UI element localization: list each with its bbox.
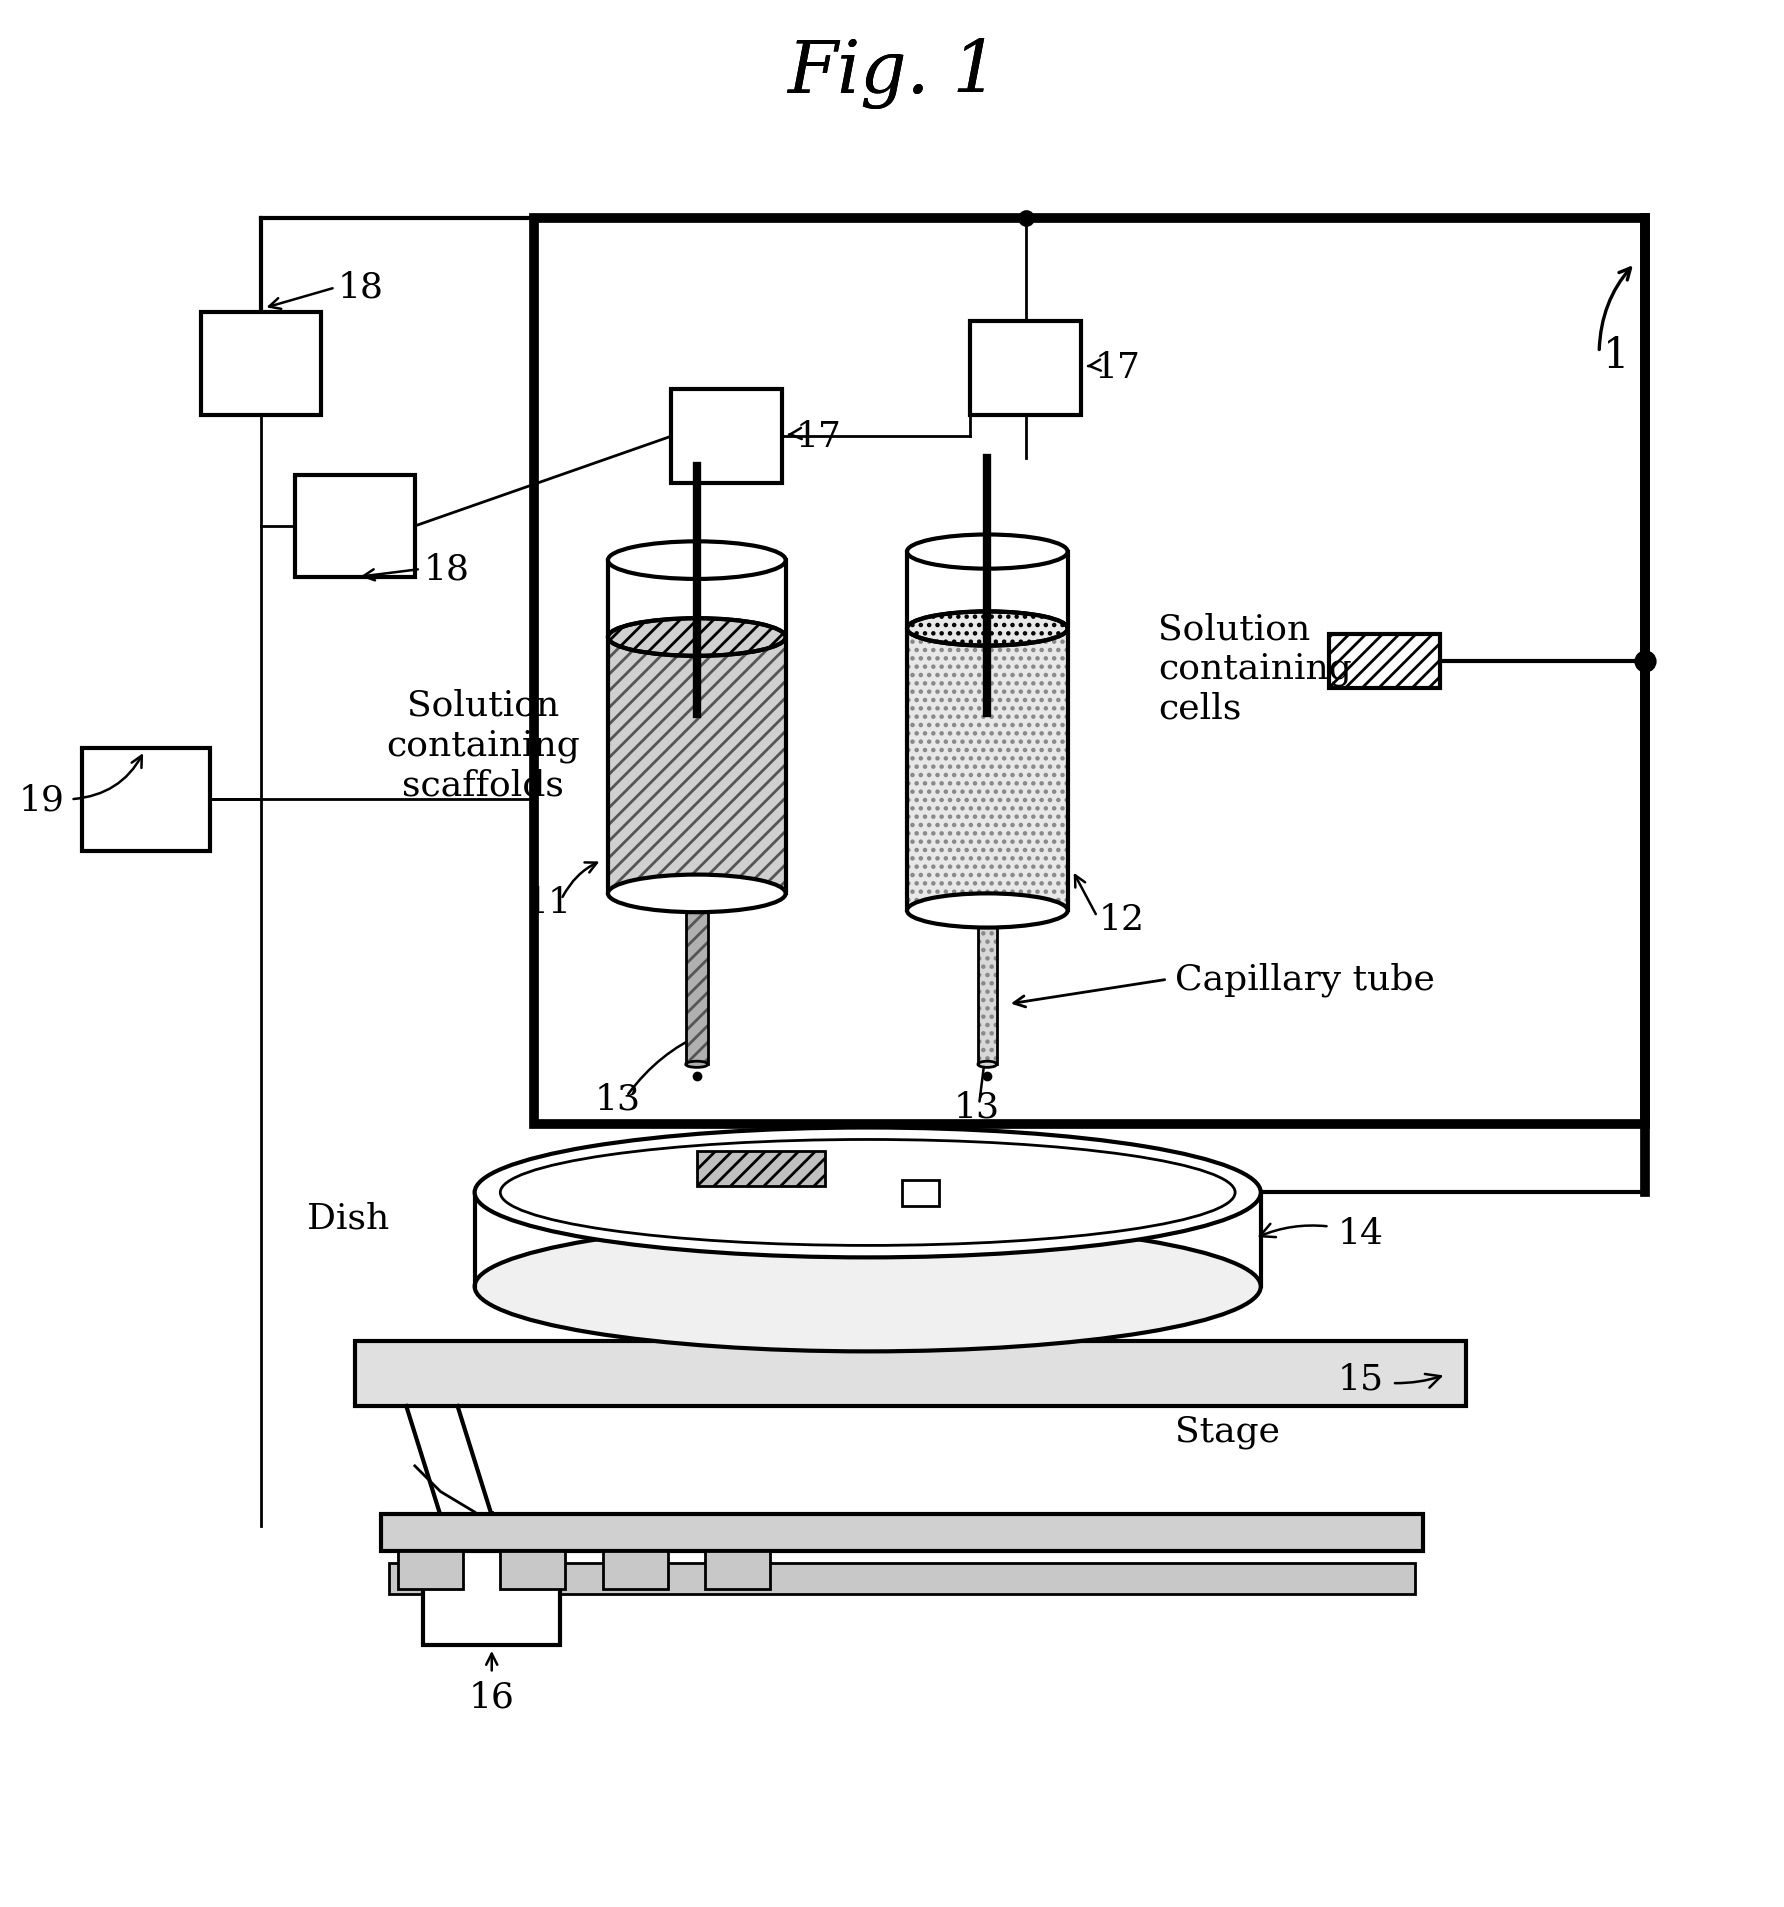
Text: 11: 11: [526, 885, 571, 919]
Text: 13: 13: [953, 1091, 999, 1125]
Ellipse shape: [685, 1062, 708, 1068]
Text: 14: 14: [1260, 1217, 1383, 1251]
Bar: [685, 894, 708, 1064]
Bar: [294, 475, 414, 578]
Bar: [380, 1514, 1422, 1552]
Text: 16: 16: [469, 1680, 514, 1714]
Bar: [423, 1526, 560, 1646]
Text: Dish: Dish: [307, 1201, 389, 1236]
Text: 13: 13: [594, 1081, 640, 1116]
Bar: [906, 629, 1067, 912]
Ellipse shape: [608, 618, 785, 656]
Bar: [978, 912, 995, 1064]
Ellipse shape: [906, 536, 1067, 568]
Text: 17: 17: [796, 420, 842, 454]
Bar: [608, 637, 785, 894]
Text: Fig. 1: Fig. 1: [787, 38, 999, 109]
Bar: [608, 561, 785, 894]
Text: 18: 18: [423, 553, 469, 585]
Ellipse shape: [608, 542, 785, 580]
Text: 19: 19: [18, 782, 64, 816]
Text: 12: 12: [1097, 902, 1144, 936]
Text: Fig. 1: Fig. 1: [787, 38, 999, 109]
Bar: [82, 748, 211, 851]
Text: Solution
containing
cells: Solution containing cells: [1158, 612, 1352, 725]
Bar: [355, 1341, 1465, 1405]
Bar: [500, 1552, 566, 1589]
Bar: [901, 1180, 938, 1207]
Bar: [696, 1152, 824, 1186]
Ellipse shape: [978, 1062, 995, 1068]
Text: Stage: Stage: [1176, 1415, 1279, 1449]
Bar: [705, 1552, 771, 1589]
Bar: [398, 1552, 462, 1589]
Bar: [906, 551, 1067, 912]
Ellipse shape: [906, 612, 1067, 646]
Text: 15: 15: [1336, 1362, 1440, 1396]
Ellipse shape: [906, 894, 1067, 929]
Text: Solution
containing
scaffolds: Solution containing scaffolds: [385, 688, 580, 803]
Bar: [533, 219, 1645, 1125]
Ellipse shape: [608, 875, 785, 912]
Ellipse shape: [500, 1140, 1235, 1245]
Bar: [202, 313, 321, 416]
Text: Capillary tube: Capillary tube: [1176, 961, 1434, 995]
Ellipse shape: [475, 1127, 1260, 1257]
Bar: [671, 389, 781, 484]
Bar: [603, 1552, 667, 1589]
Text: 1: 1: [1602, 334, 1629, 376]
Ellipse shape: [475, 1222, 1260, 1352]
Bar: [1329, 633, 1440, 688]
Text: 17: 17: [1095, 351, 1140, 385]
Bar: [970, 322, 1081, 416]
Bar: [389, 1564, 1415, 1594]
Text: 18: 18: [337, 271, 384, 305]
